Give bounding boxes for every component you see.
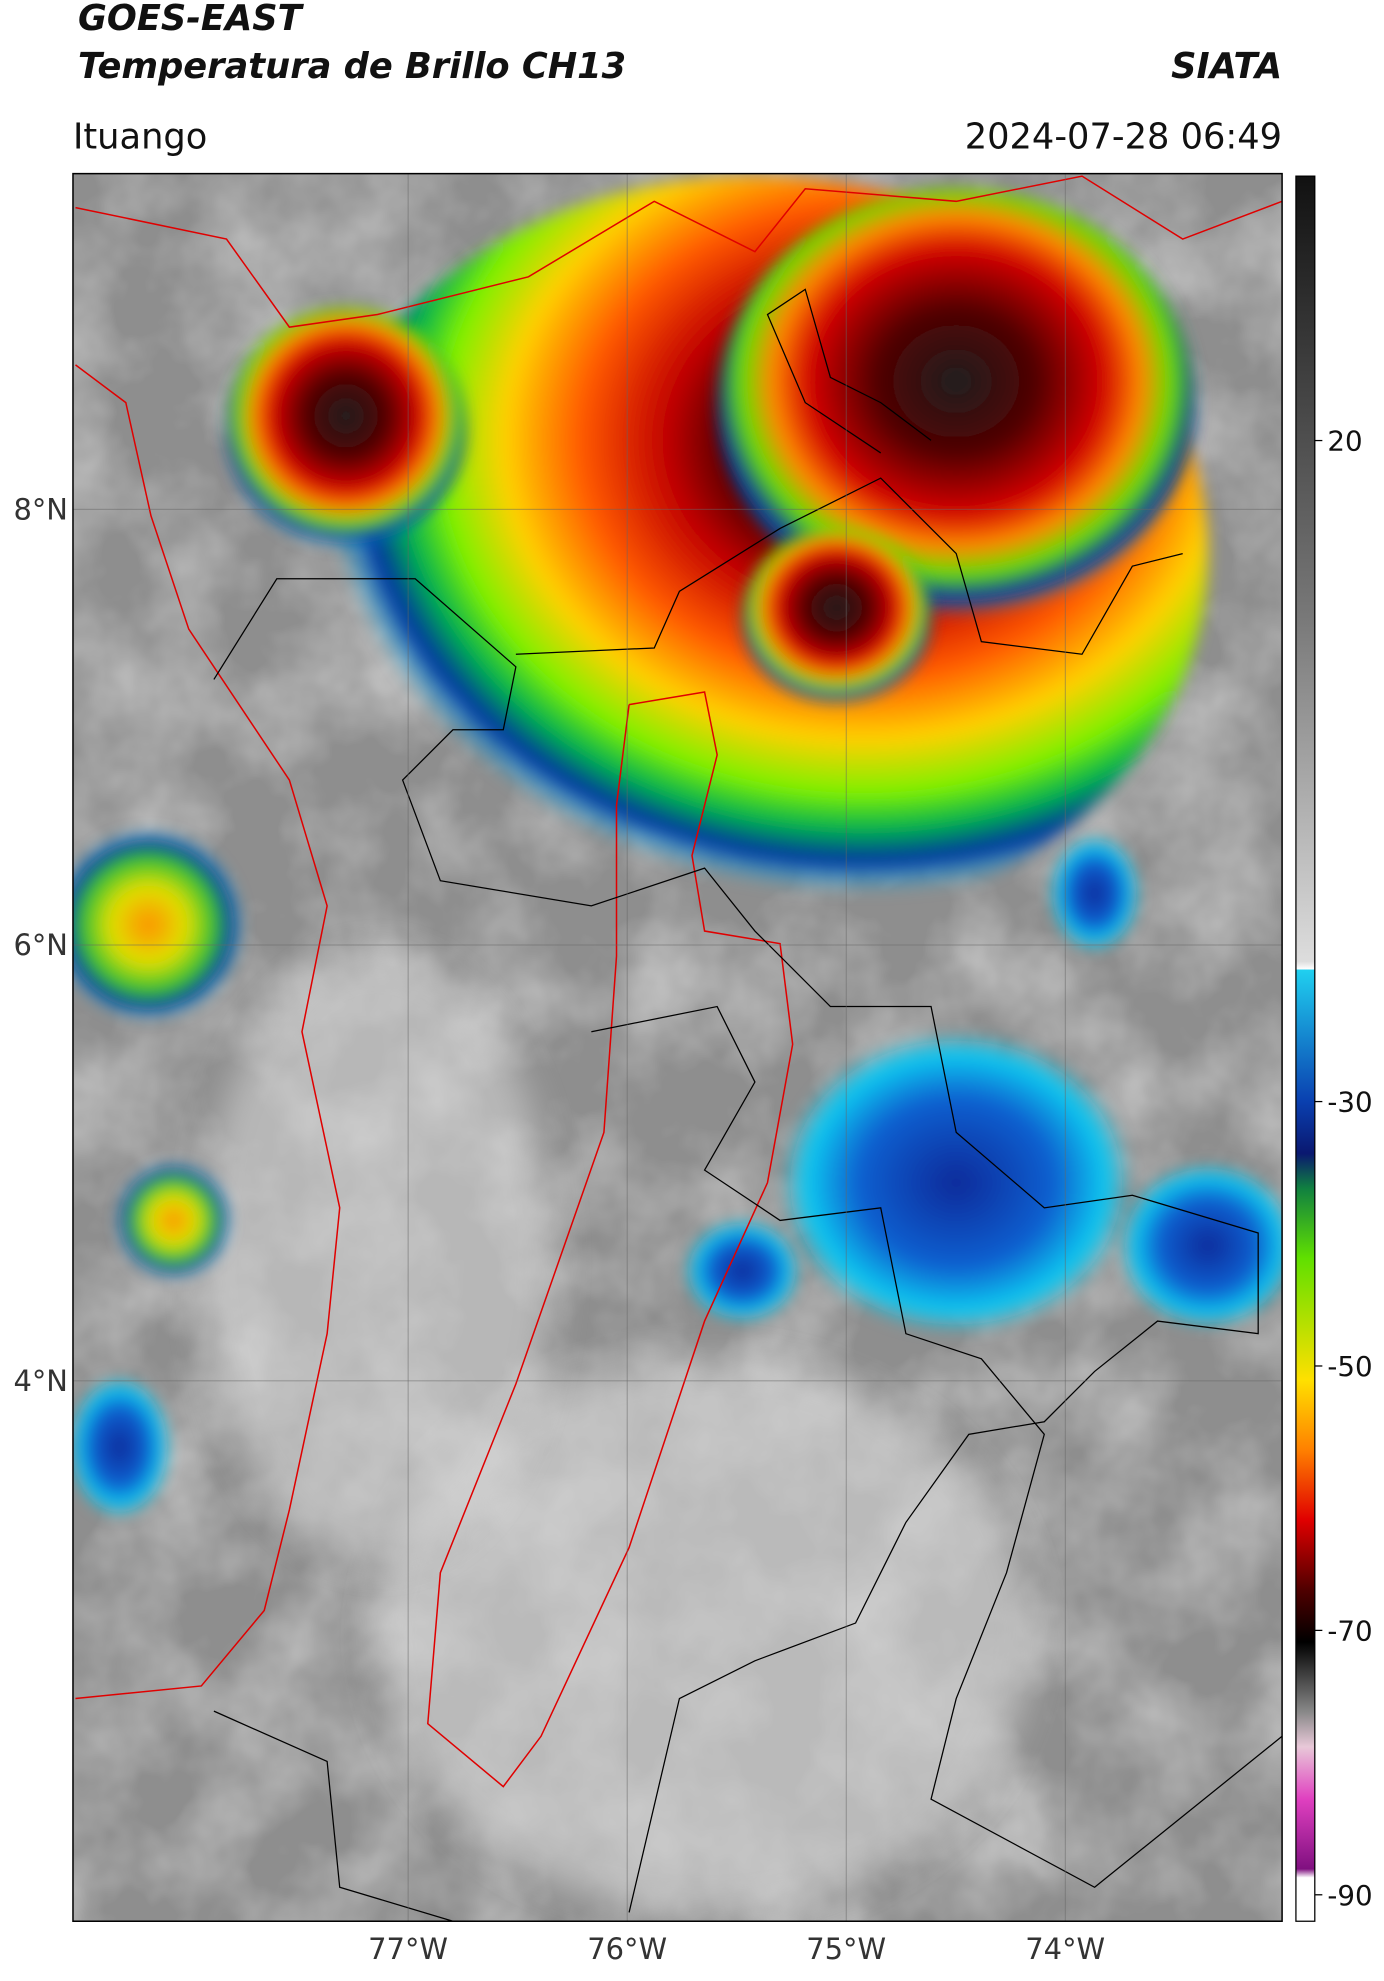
colorbar-tick-label: -90 — [1327, 1879, 1372, 1912]
datetime: 2024-07-28 06:49 — [965, 116, 1282, 157]
grid — [72, 173, 1283, 1922]
colorbar — [1295, 175, 1316, 1922]
axes: 77°W 76°W 75°W 74°W 8°N 6°N 4°N 20 -30 -50 -70 -90 — [13, 425, 1372, 1966]
x-tick-label: 77°W — [368, 1932, 448, 1966]
y-tick-label: 4°N — [13, 1364, 68, 1398]
satellite-image — [72, 173, 1283, 1922]
colorbar-tick-label: -50 — [1327, 1350, 1372, 1383]
colorbar-tick-label: 20 — [1327, 425, 1362, 458]
colorbar-tick-label: -70 — [1327, 1614, 1372, 1647]
colorbar-tick-label: -30 — [1327, 1086, 1372, 1119]
x-tick-label: 74°W — [1025, 1932, 1105, 1966]
y-tick-label: 6°N — [13, 928, 68, 962]
location: Ituango — [73, 116, 207, 157]
x-tick-label: 76°W — [587, 1932, 667, 1966]
brand: SIATA — [1171, 46, 1282, 87]
subtitle: Temperatura de Brillo CH13 — [78, 46, 626, 87]
map-frame — [72, 172, 1283, 1922]
x-tick-label: 75°W — [806, 1932, 886, 1966]
title: GOES-EAST — [78, 0, 305, 39]
y-tick-label: 8°N — [13, 492, 68, 526]
